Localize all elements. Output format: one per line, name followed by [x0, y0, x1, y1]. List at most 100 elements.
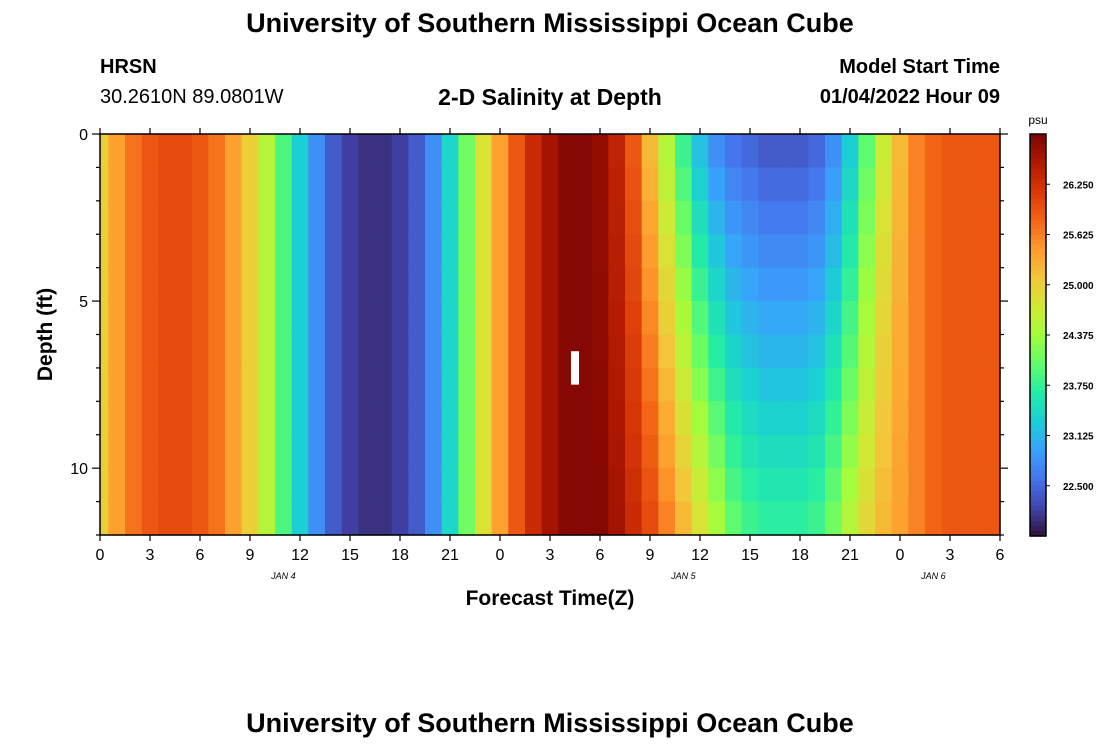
heatmap-cell	[991, 134, 1001, 169]
heatmap-cell	[591, 401, 609, 436]
heatmap-cell	[541, 334, 559, 369]
heatmap-cell	[825, 501, 843, 536]
heatmap-cell	[625, 334, 643, 369]
colorbar-tick-label: 25.625	[1063, 231, 1094, 242]
heatmap-cell	[758, 468, 776, 503]
heatmap-cell	[125, 200, 143, 235]
heatmap-cell	[558, 267, 576, 302]
heatmap-cell	[425, 200, 443, 235]
heatmap-cell	[225, 401, 243, 436]
heatmap-cell	[675, 301, 693, 336]
colorbar-segment	[1030, 370, 1046, 376]
heatmap-cell	[891, 401, 909, 436]
heatmap-cell	[208, 234, 226, 269]
heatmap-cell	[225, 234, 243, 269]
heatmap-cell	[141, 468, 159, 503]
x-tick-label: 6	[196, 547, 205, 564]
current-time-marker	[571, 351, 579, 385]
heatmap-cell	[108, 200, 126, 235]
heatmap-cell	[591, 334, 609, 369]
x-tick-label: 0	[896, 547, 905, 564]
x-tick-label: 12	[291, 547, 309, 564]
heatmap-cell	[691, 267, 709, 302]
heatmap-cell	[975, 267, 993, 302]
heatmap-cell	[225, 134, 243, 169]
heatmap-cell	[375, 200, 393, 235]
heatmap-cell	[508, 234, 526, 269]
heatmap-cell	[791, 367, 809, 402]
heatmap-cell	[358, 234, 376, 269]
heatmap-cell	[291, 334, 309, 369]
heatmap-cell	[908, 334, 926, 369]
heatmap-cell	[408, 501, 426, 536]
heatmap-cell	[408, 468, 426, 503]
heatmap-cell	[141, 334, 159, 369]
x-tick-label: 6	[596, 547, 605, 564]
colorbar-segment	[1030, 495, 1046, 502]
heatmap-cell	[791, 468, 809, 503]
heatmap-cell	[208, 468, 226, 503]
heatmap-cell	[991, 468, 1001, 503]
heatmap-cell	[841, 367, 859, 402]
heatmap-cell	[175, 434, 193, 469]
heatmap-cells	[100, 134, 1001, 536]
heatmap-cell	[225, 267, 243, 302]
heatmap-cell	[675, 367, 693, 402]
heatmap-cell	[208, 301, 226, 336]
colorbar-segment	[1030, 249, 1046, 256]
heatmap-cell	[258, 367, 276, 402]
heatmap-cell	[475, 267, 493, 302]
heatmap-cell	[775, 367, 793, 402]
heatmap-cell	[158, 334, 176, 369]
heatmap-cell	[841, 501, 859, 536]
heatmap-cell	[508, 334, 526, 369]
heatmap-cell	[158, 167, 176, 202]
colorbar-segment	[1030, 139, 1046, 145]
heatmap-cell	[275, 434, 293, 469]
heatmap-cell	[691, 468, 709, 503]
heatmap-cell	[958, 334, 976, 369]
heatmap-cell	[808, 367, 826, 402]
heatmap-cell	[625, 234, 643, 269]
heatmap-cell	[125, 301, 143, 336]
heatmap-cell	[525, 234, 543, 269]
heatmap-cell	[175, 367, 193, 402]
heatmap-cell	[741, 167, 759, 202]
heatmap-cell	[241, 401, 259, 436]
heatmap-cell	[258, 501, 276, 536]
heatmap-cell	[275, 234, 293, 269]
heatmap-cell	[475, 167, 493, 202]
heatmap-cell	[358, 167, 376, 202]
colorbar-segment	[1030, 365, 1046, 371]
heatmap-cell	[691, 234, 709, 269]
colorbar-segment	[1030, 490, 1046, 497]
heatmap-cell	[525, 334, 543, 369]
heatmap-cell	[475, 401, 493, 436]
heatmap-cell	[308, 200, 326, 235]
heatmap-cell	[441, 434, 459, 469]
heatmap-cell	[908, 367, 926, 402]
heatmap-cell	[358, 301, 376, 336]
heatmap-cell	[791, 134, 809, 169]
heatmap-cell	[291, 234, 309, 269]
heatmap-cell	[375, 301, 393, 336]
heatmap-cell	[358, 334, 376, 369]
heatmap-cell	[525, 267, 543, 302]
heatmap-cell	[391, 468, 409, 503]
heatmap-cell	[991, 167, 1001, 202]
heatmap-cell	[508, 167, 526, 202]
heatmap-cell	[725, 468, 743, 503]
heatmap-cell	[541, 200, 559, 235]
heatmap-cell	[791, 267, 809, 302]
heatmap-cell	[825, 434, 843, 469]
heatmap-cell	[375, 134, 393, 169]
heatmap-cell	[475, 200, 493, 235]
heatmap-cell	[608, 501, 626, 536]
heatmap-cell	[858, 267, 876, 302]
colorbar-segment	[1030, 289, 1046, 296]
heatmap-cell	[858, 468, 876, 503]
heatmap-cell	[775, 234, 793, 269]
heatmap-cell	[775, 167, 793, 202]
heatmap-cell	[575, 200, 593, 235]
